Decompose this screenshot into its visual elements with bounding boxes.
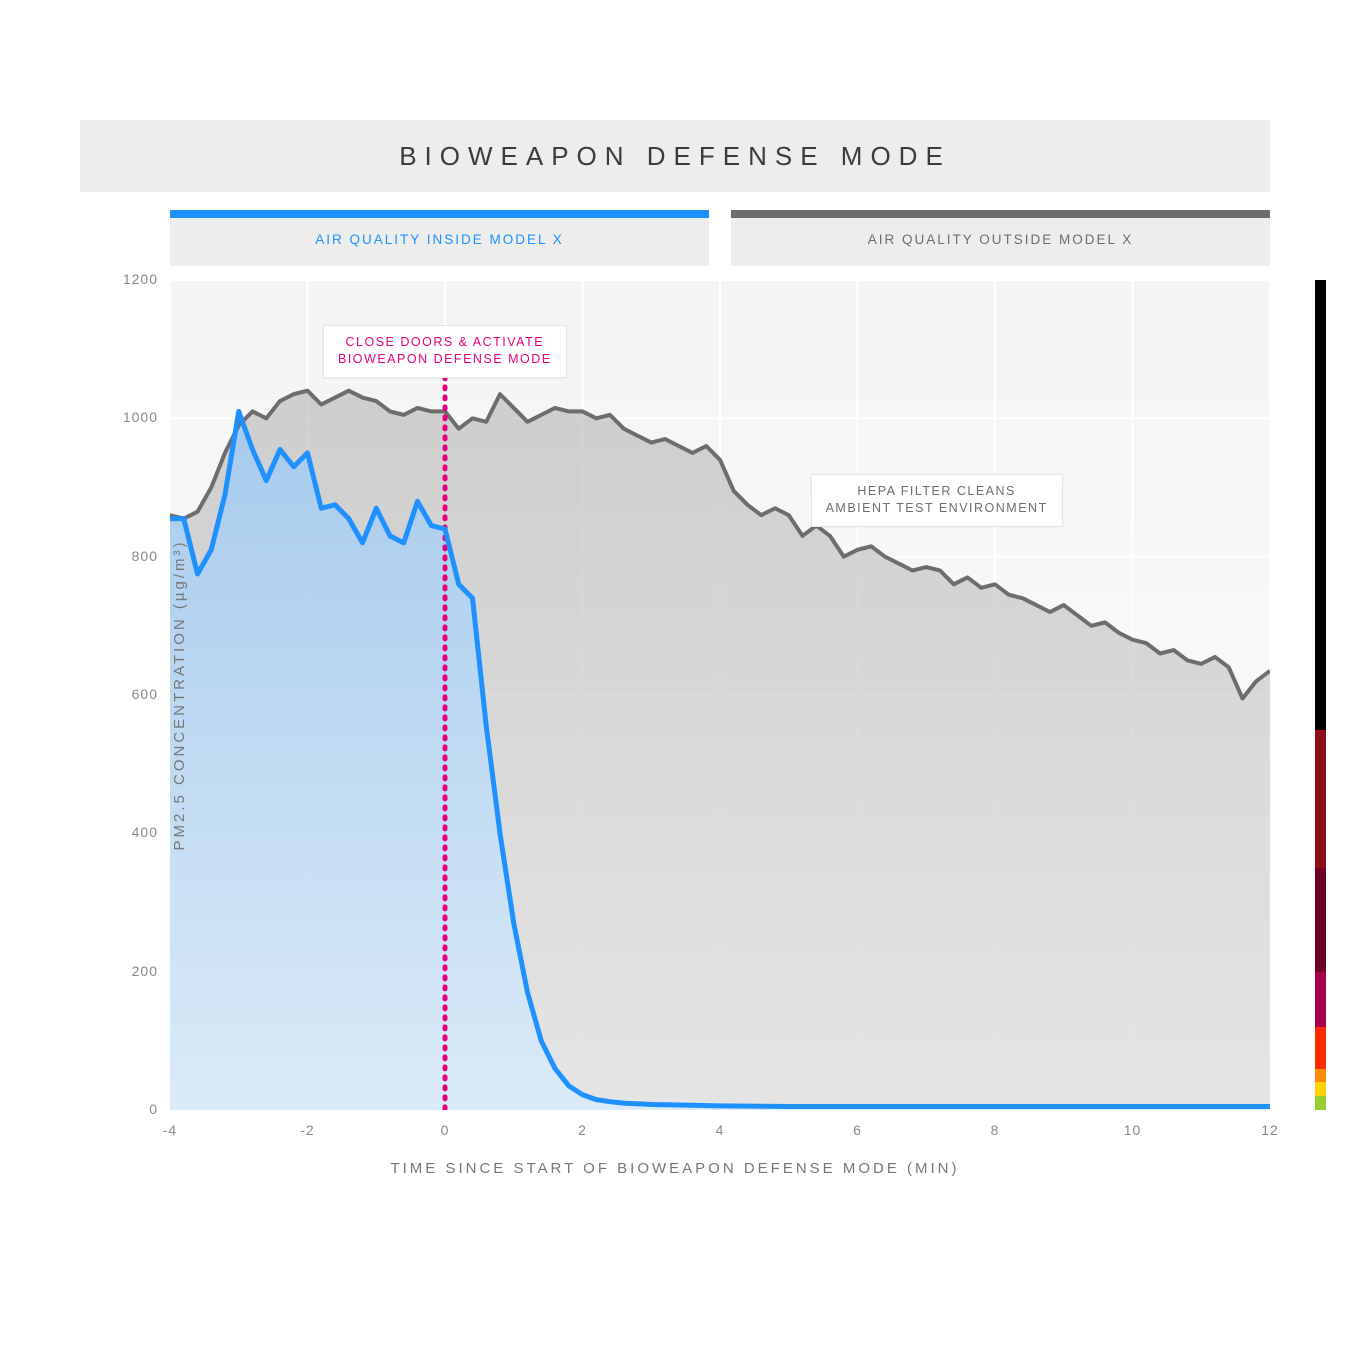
- aqi-segment: [1315, 730, 1326, 868]
- aqi-segment: [1315, 868, 1326, 972]
- aqi-segment: [1315, 280, 1326, 730]
- legend-item: AIR QUALITY OUTSIDE MODEL X: [731, 210, 1270, 266]
- x-tick-label: 0: [425, 1122, 465, 1138]
- y-tick-label: 600: [80, 686, 158, 702]
- x-tick-label: -4: [150, 1122, 190, 1138]
- x-tick-label: 10: [1113, 1122, 1153, 1138]
- legend-row: AIR QUALITY INSIDE MODEL X AIR QUALITY OU…: [170, 210, 1270, 266]
- y-tick-label: 200: [80, 963, 158, 979]
- aqi-segment: [1315, 1069, 1326, 1083]
- legend-item: AIR QUALITY INSIDE MODEL X: [170, 210, 709, 266]
- y-tick-label: 800: [80, 548, 158, 564]
- aqi-segment: [1315, 1082, 1326, 1096]
- y-tick-label: 1000: [80, 409, 158, 425]
- legend-color-bar: [170, 210, 709, 218]
- x-tick-label: 8: [975, 1122, 1015, 1138]
- x-tick-label: 4: [700, 1122, 740, 1138]
- title-bar: BIOWEAPON DEFENSE MODE: [80, 120, 1270, 192]
- legend-label: AIR QUALITY INSIDE MODEL X: [315, 232, 564, 247]
- legend-label: AIR QUALITY OUTSIDE MODEL X: [868, 232, 1134, 247]
- annotation-hepa: HEPA FILTER CLEANSAMBIENT TEST ENVIRONME…: [811, 474, 1063, 527]
- chart-holder: PM2.5 CONCENTRATION (µg/m³) 020040060080…: [80, 280, 1270, 1110]
- aqi-segment: [1315, 1027, 1326, 1069]
- aqi-segment: [1315, 1096, 1326, 1110]
- y-tick-label: 400: [80, 824, 158, 840]
- y-tick-label: 0: [80, 1101, 158, 1117]
- x-tick-label: 12: [1250, 1122, 1290, 1138]
- y-axis-label: PM2.5 CONCENTRATION (µg/m³): [171, 539, 188, 850]
- legend-color-bar: [731, 210, 1270, 218]
- x-tick-label: 2: [563, 1122, 603, 1138]
- chart-title: BIOWEAPON DEFENSE MODE: [399, 141, 951, 172]
- x-tick-label: -2: [288, 1122, 328, 1138]
- y-tick-label: 1200: [80, 271, 158, 287]
- chart-svg: [80, 280, 1270, 1110]
- aqi-color-bar: [1315, 280, 1326, 1110]
- x-tick-label: 6: [838, 1122, 878, 1138]
- aqi-segment: [1315, 972, 1326, 1027]
- x-axis-label: TIME SINCE START OF BIOWEAPON DEFENSE MO…: [80, 1160, 1270, 1177]
- figure-container: BIOWEAPON DEFENSE MODE AIR QUALITY INSID…: [80, 120, 1270, 1177]
- annotation-close-doors: CLOSE DOORS & ACTIVATEBIOWEAPON DEFENSE …: [323, 325, 567, 378]
